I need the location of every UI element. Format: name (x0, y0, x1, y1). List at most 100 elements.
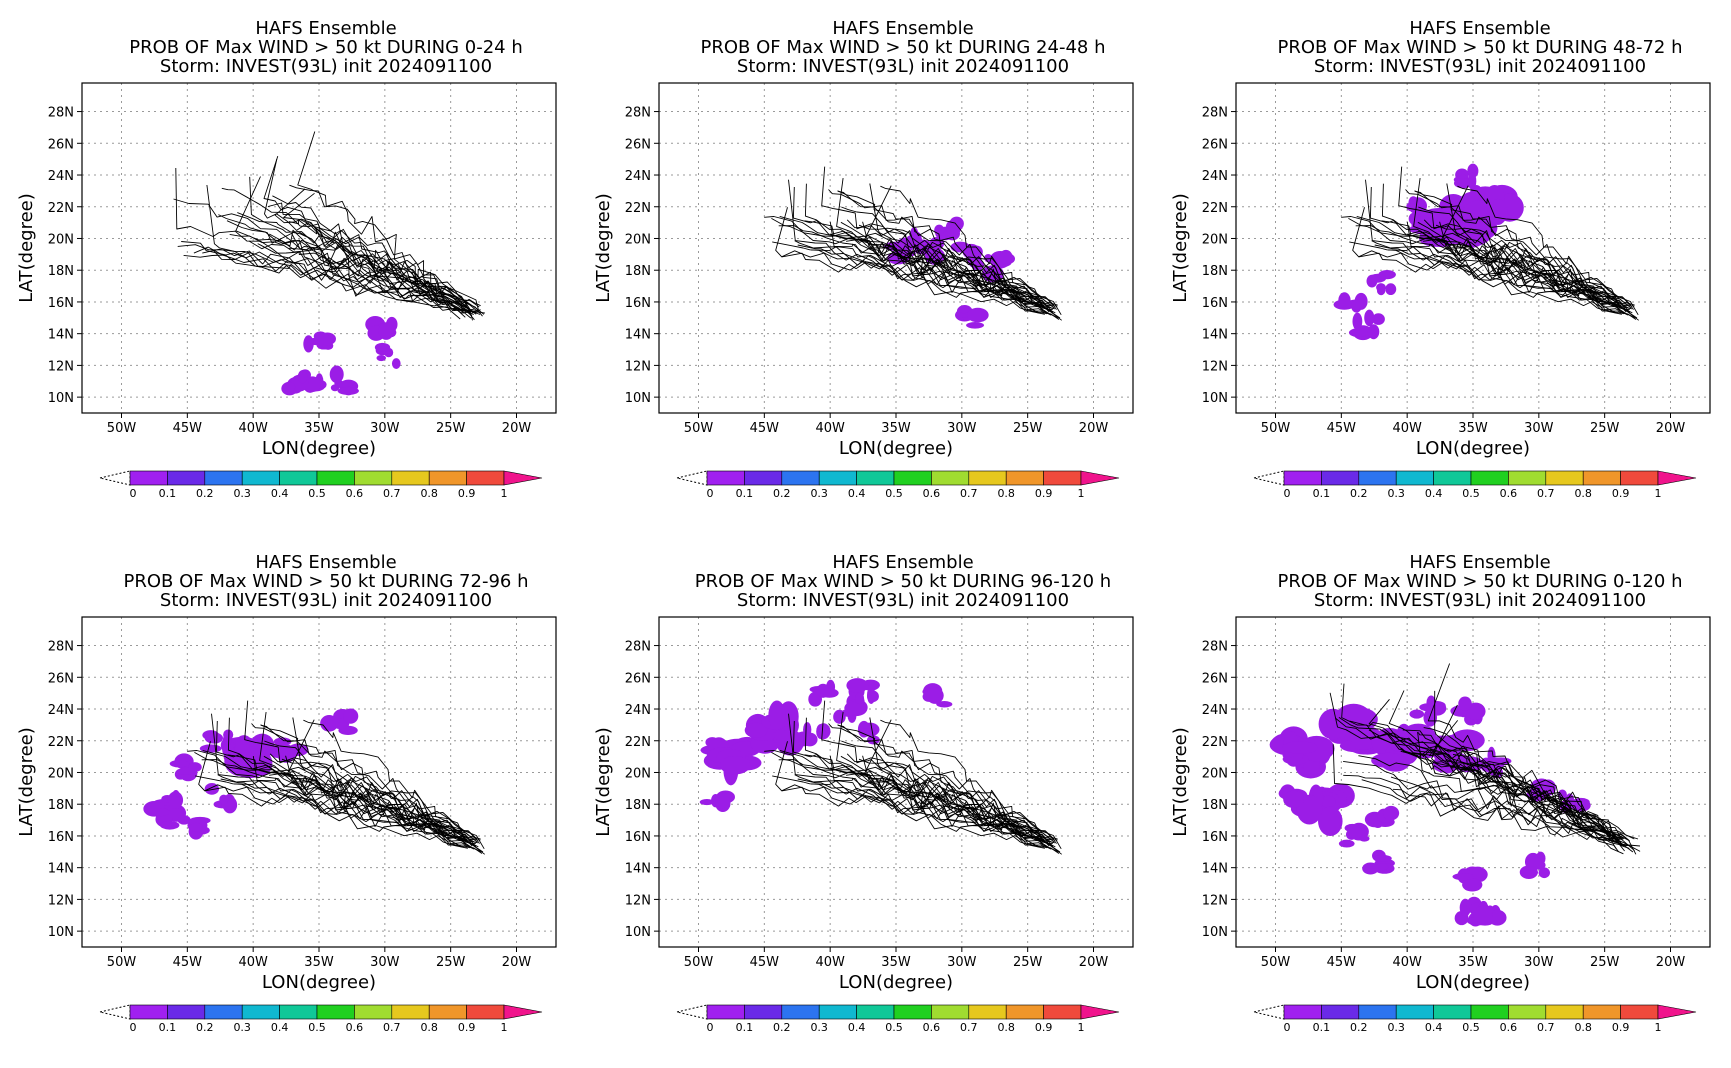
track-line (1352, 207, 1631, 313)
y-tick-label: 10N (625, 925, 651, 940)
colorbar-under-arrow (1253, 1004, 1285, 1020)
plot-frame (81, 616, 557, 948)
track-line (1368, 699, 1623, 846)
track-line (837, 190, 1054, 313)
track-line (269, 772, 478, 844)
chart-title: HAFS Ensemble (255, 18, 396, 39)
colorbar-label: 0 (707, 1021, 714, 1034)
probability-cell (1371, 313, 1385, 325)
chart-subtitle: PROB OF Max WIND > 50 kt DURING 0-24 h (129, 37, 523, 58)
forecast-panel: HAFS Ensemble PROB OF Max WIND > 50 kt DU… (1154, 0, 1731, 534)
colorbar-label: 1 (501, 1021, 508, 1034)
track-line (221, 187, 461, 320)
track-line (840, 221, 1059, 319)
colorbar-swatch (931, 470, 970, 486)
colorbar-label: 0.3 (810, 1021, 828, 1034)
colorbar-over-arrow (503, 1004, 543, 1020)
track-line (288, 219, 483, 317)
y-axis-label: LAT(degree) (593, 193, 614, 302)
colorbar-swatch (354, 1004, 393, 1020)
colorbar-label: 0.1 (159, 1021, 177, 1034)
y-axis-label: LAT(degree) (16, 193, 37, 302)
colorbar-swatch (1470, 1004, 1509, 1020)
probability-cell (1338, 839, 1355, 848)
probability-cell (1352, 312, 1363, 331)
probability-cell (867, 690, 879, 703)
probability-cell (235, 735, 253, 756)
track-line (794, 774, 1045, 849)
colorbar-swatch (279, 1004, 318, 1020)
track-line (1398, 166, 1625, 306)
y-tick-label: 14N (48, 328, 74, 343)
colorbar-label: 0.6 (1500, 487, 1518, 500)
x-axis-label: LON(degree) (1416, 438, 1530, 459)
x-tick-label: 50W (1261, 421, 1291, 436)
colorbar-swatch (1582, 1004, 1621, 1020)
x-tick-label: 40W (815, 421, 845, 436)
x-tick-label: 25W (1013, 421, 1043, 436)
colorbar-over-arrow (1080, 1004, 1120, 1020)
colorbar-label: 0 (707, 487, 714, 500)
chart-title: HAFS Ensemble (832, 552, 973, 573)
track-line (303, 719, 485, 850)
y-tick-label: 28N (625, 640, 651, 655)
y-tick-label: 24N (625, 169, 651, 184)
probability-cell (1473, 905, 1494, 924)
colorbar-label: 0 (1284, 1021, 1291, 1034)
colorbar-over-arrow (1657, 470, 1697, 486)
plot-frame (658, 616, 1134, 948)
probability-field (699, 678, 953, 813)
y-axis-label: LAT(degree) (593, 727, 614, 836)
colorbar-swatch (1620, 470, 1659, 486)
track-line (267, 202, 480, 311)
x-tick-label: 20W (1656, 955, 1686, 970)
x-tick-label: 30W (370, 955, 400, 970)
probability-cell (177, 815, 191, 825)
x-tick-label: 20W (1656, 421, 1686, 436)
y-tick-label: 26N (1202, 137, 1228, 152)
x-tick-label: 50W (684, 955, 714, 970)
probability-cell (1318, 806, 1343, 837)
colorbar-swatch (706, 470, 745, 486)
track-line (204, 786, 470, 849)
colorbar-label: 1 (1078, 487, 1085, 500)
y-tick-label: 12N (48, 893, 74, 908)
probability-cell (219, 794, 229, 805)
colorbar-swatch (1321, 470, 1360, 486)
y-tick-label: 14N (1202, 862, 1228, 877)
probability-cell (833, 709, 846, 724)
y-tick-label: 18N (1202, 798, 1228, 813)
x-tick-label: 30W (947, 955, 977, 970)
colorbar-label: 0.6 (1500, 1021, 1518, 1034)
colorbar-swatch (893, 470, 932, 486)
track-line (194, 752, 472, 844)
track-line (264, 159, 463, 314)
colorbar-label: 0.7 (1537, 1021, 1555, 1034)
colorbar-label: 0.8 (1574, 1021, 1592, 1034)
track-line (880, 185, 1062, 316)
x-axis-label: LON(degree) (262, 972, 376, 993)
colorbar-label: 0.9 (1612, 487, 1630, 500)
track-line (779, 215, 1062, 321)
probability-cell (189, 822, 203, 832)
colorbar-label: 0.1 (736, 487, 754, 500)
y-tick-label: 10N (1202, 391, 1228, 406)
colorbar-swatch (1470, 470, 1509, 486)
track-line (1358, 755, 1635, 840)
track-line (1423, 238, 1632, 310)
x-tick-label: 35W (1458, 955, 1488, 970)
track-line (286, 719, 473, 847)
track-line (1371, 240, 1622, 315)
colorbar-label: 0.2 (1350, 1021, 1368, 1034)
probability-cell (167, 791, 184, 809)
y-tick-label: 18N (48, 264, 74, 279)
colorbar-label: 0.8 (997, 487, 1015, 500)
track-line (212, 249, 471, 306)
colorbar-swatch (1433, 1004, 1472, 1020)
colorbar-under-arrow (1253, 470, 1285, 486)
track-line (775, 207, 1054, 313)
colorbar-over-arrow (503, 470, 543, 486)
probability-cell (816, 723, 826, 740)
